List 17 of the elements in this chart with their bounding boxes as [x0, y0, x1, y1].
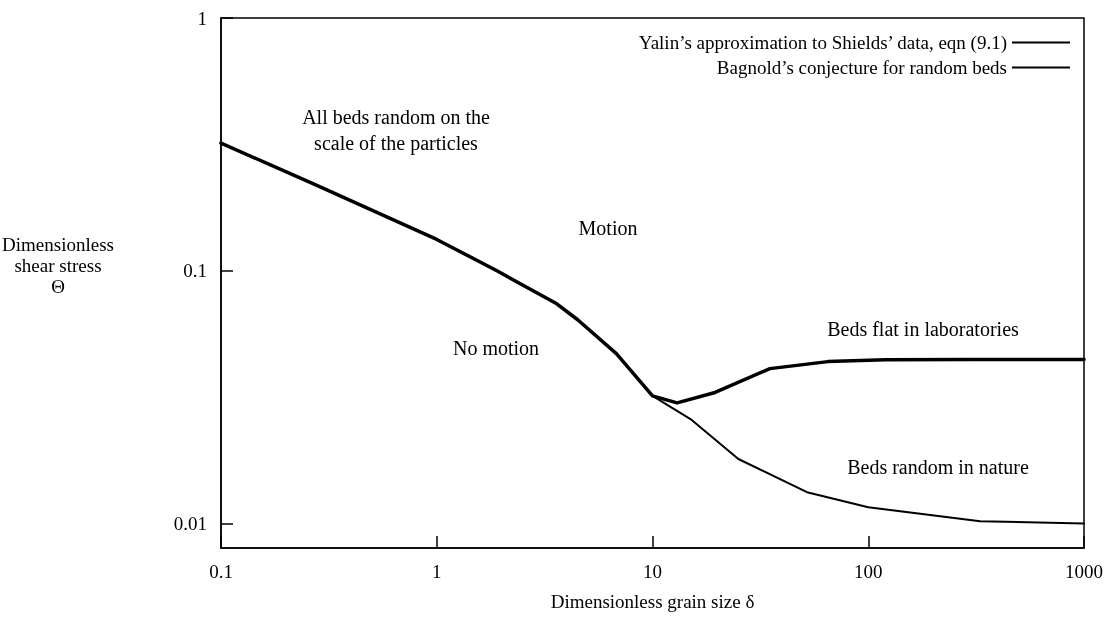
y-tick-label: 1: [197, 7, 207, 29]
annotation: Beds flat in laboratories: [827, 318, 1020, 340]
annotation: No motion: [452, 337, 540, 359]
x-axis-title: Dimensionless grain size δ: [550, 591, 755, 612]
x-tick-label: 1000: [1065, 561, 1103, 582]
annotation: Beds random in nature: [847, 456, 1029, 478]
x-tick-label: 10: [643, 561, 662, 582]
x-tick-label: 1: [432, 561, 442, 582]
x-tick-label: 100: [854, 561, 883, 582]
legend-label: Yalin’s approximation to Shields’ data, eqn (9.1): [638, 32, 1007, 54]
annotation: All beds random on the scale of the particles: [302, 106, 490, 155]
y-axis-title: Dimensionless shear stress Θ: [2, 233, 114, 297]
y-tick-label: 0.01: [173, 513, 207, 535]
x-tick-label: 0.1: [209, 561, 233, 582]
y-tick-label: 0.1: [183, 260, 207, 282]
legend-label: Bagnold’s conjecture for random beds: [716, 57, 1007, 78]
annotation: Motion: [578, 217, 638, 239]
